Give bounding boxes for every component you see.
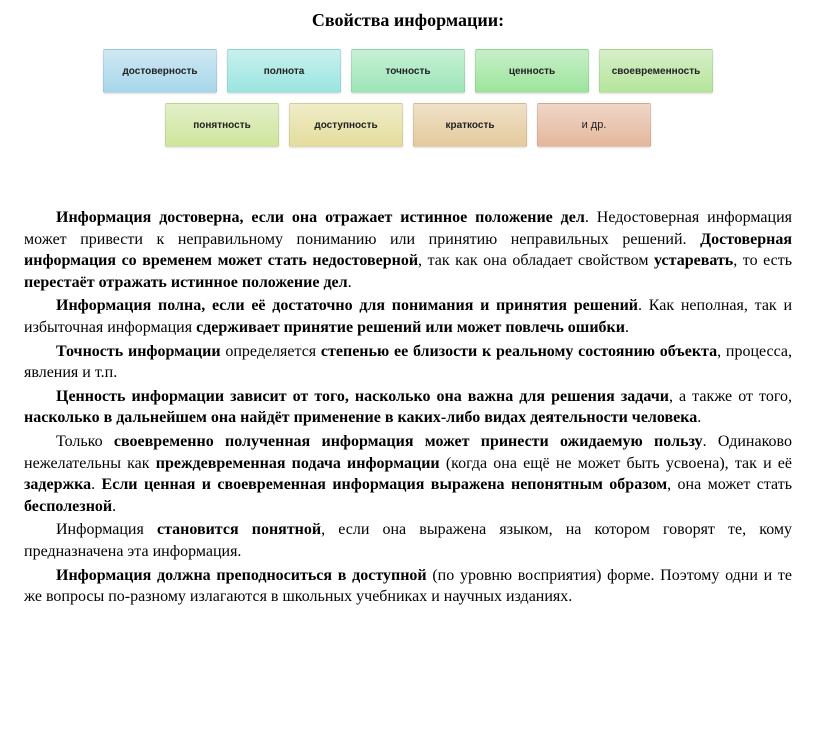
paragraph-accessibility: Информация должна преподноситься в досту…: [24, 565, 792, 608]
text: преждевременная подача информации: [156, 455, 440, 472]
text: , она может стать: [667, 476, 792, 493]
text: .: [697, 409, 701, 426]
property-label: краткость: [445, 120, 494, 131]
property-box: и др.: [537, 103, 651, 147]
text: Информация полна, если её достаточно для…: [56, 297, 638, 314]
text: .: [112, 498, 116, 515]
property-label: точность: [385, 66, 430, 77]
text: , так как она обладает свойством: [418, 252, 654, 269]
property-box: своевременность: [599, 49, 713, 93]
text: устаревать: [654, 252, 733, 269]
box-row-1: достоверность полнота точность ценность свое…: [103, 49, 713, 93]
text: Информация должна преподноситься в досту…: [56, 567, 427, 584]
property-box: ценность: [475, 49, 589, 93]
text: Если ценная и своевременная информация в…: [102, 476, 668, 493]
text: Информация достоверна, если она отражает…: [56, 209, 585, 226]
text: .: [91, 476, 101, 493]
property-label: понятность: [193, 120, 251, 131]
property-box: полнота: [227, 49, 341, 93]
property-label: полнота: [264, 66, 305, 77]
paragraph-understandability: Информация становится понятной, если она…: [24, 519, 792, 562]
property-box: доступность: [289, 103, 403, 147]
property-label: доступность: [314, 120, 377, 131]
paragraph-reliability: Информация достоверна, если она отражает…: [24, 207, 792, 293]
paragraph-completeness: Информация полна, если её достаточно для…: [24, 295, 792, 338]
paragraph-value: Ценность информации зависит от того, нас…: [24, 386, 792, 429]
text: перестаёт отражать истинное положение де…: [24, 274, 348, 291]
text: своевременно полученная информация может…: [114, 433, 703, 450]
page-title: Свойства информации:: [24, 10, 792, 31]
text: степенью ее близости к реальному состоян…: [321, 343, 717, 360]
text: .: [625, 319, 629, 336]
text: , то есть: [733, 252, 792, 269]
paragraph-accuracy: Точность информации определяется степень…: [24, 341, 792, 384]
property-box: точность: [351, 49, 465, 93]
text: Только: [56, 433, 114, 450]
text: Ценность информации зависит от того, нас…: [56, 388, 669, 405]
property-label: своевременность: [612, 66, 701, 77]
property-box: понятность: [165, 103, 279, 147]
box-row-2: понятность доступность краткость и др.: [165, 103, 651, 147]
property-label: и др.: [582, 119, 607, 131]
text: определяется: [221, 343, 321, 360]
text: задержка: [24, 476, 91, 493]
property-label: ценность: [509, 66, 555, 77]
text: бесполезной: [24, 498, 112, 515]
text: (когда она ещё не может быть усвоена), т…: [440, 455, 792, 472]
text: сдерживает принятие решений или может по…: [196, 319, 625, 336]
text: , а также от того,: [669, 388, 792, 405]
property-box: краткость: [413, 103, 527, 147]
property-label: достоверность: [122, 66, 197, 77]
properties-diagram: достоверность полнота точность ценность свое…: [24, 49, 792, 147]
text: .: [348, 274, 352, 291]
paragraph-timeliness: Только своевременно полученная информаци…: [24, 431, 792, 517]
text: Точность информации: [56, 343, 221, 360]
text: насколько в дальнейшем она найдёт примен…: [24, 409, 697, 426]
text: становится понятной: [157, 521, 321, 538]
property-box: достоверность: [103, 49, 217, 93]
text: Информация: [56, 521, 157, 538]
